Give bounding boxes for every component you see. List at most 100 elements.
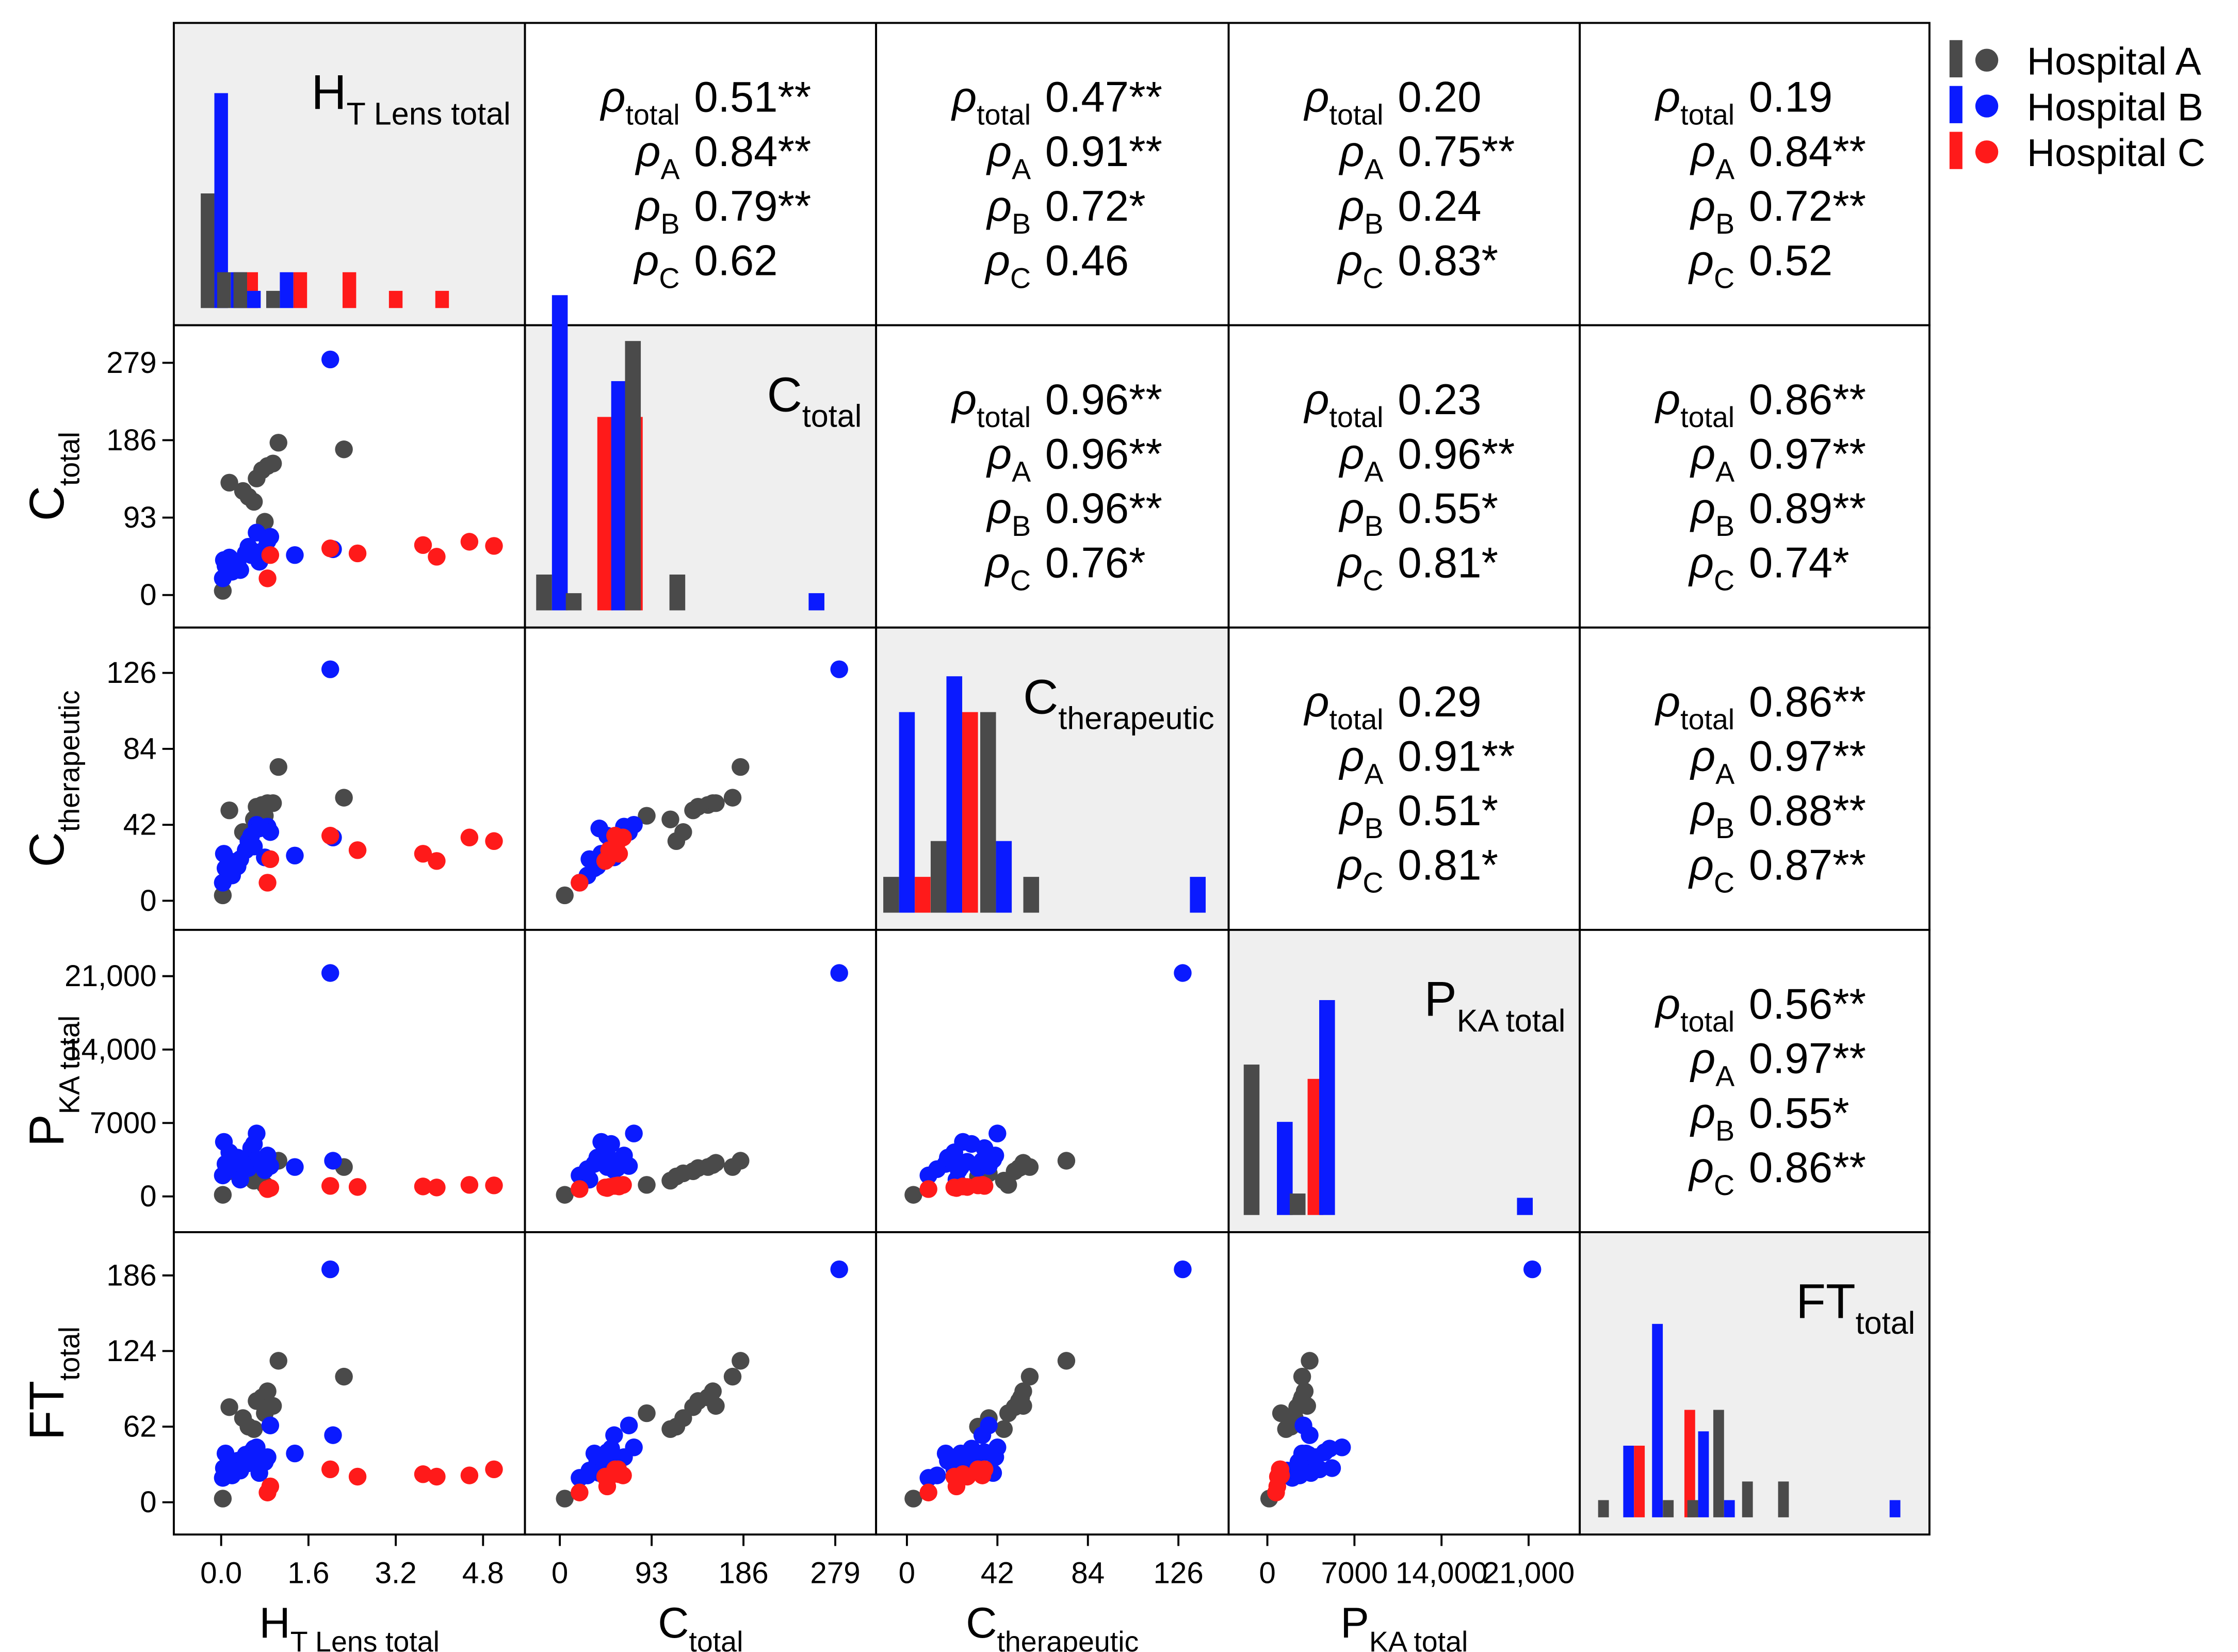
rho-value: 0.96** <box>1398 430 1515 478</box>
rho-symbol: ρ <box>950 73 977 121</box>
scatter-point-C <box>969 1460 987 1479</box>
scatter-point-C <box>485 537 503 555</box>
rho-symbol: ρ <box>984 539 1010 587</box>
scatter-point-C <box>460 1466 479 1484</box>
x-tick-label: 93 <box>635 1557 669 1590</box>
y-tick-label: 0 <box>140 578 156 612</box>
scatter-point-C <box>414 845 432 863</box>
scatter-point-C <box>261 850 280 869</box>
diagonal-label-pka: PKA total <box>1424 972 1566 1038</box>
rho-subscript: B <box>1364 208 1383 240</box>
scatter-point-B <box>286 1444 304 1463</box>
x-tick-label: 4.8 <box>462 1557 504 1590</box>
scatter-point-C <box>596 852 614 870</box>
rho-subscript: B <box>1364 510 1383 542</box>
x-axis-title-cth: Ctherapeutic <box>966 1599 1139 1652</box>
rho-subscript: total <box>1329 704 1384 735</box>
y-axis-title-pka: PKA total <box>20 1016 85 1147</box>
histogram-bar-A-ct <box>669 574 686 611</box>
scatter-point-C <box>321 1460 339 1479</box>
rho-subscript: total <box>1329 99 1384 131</box>
rho-label: ρB <box>985 182 1031 240</box>
rho-subscript: total <box>626 99 680 131</box>
scatter-point-A <box>556 1186 574 1204</box>
rho-symbol: ρ <box>633 236 659 284</box>
rho-label: ρC <box>1688 841 1734 899</box>
scatter-point-A <box>723 1367 742 1386</box>
rho-label: ρB <box>1338 787 1384 844</box>
cell-frame <box>1227 22 1581 326</box>
scatter-point-B <box>231 561 249 579</box>
x-axis-title-ht-sub: T Lens total <box>290 1626 440 1652</box>
rho-symbol: ρ <box>635 182 661 230</box>
scatter-point-B <box>1523 1260 1542 1279</box>
rho-subscript: total <box>1680 99 1734 131</box>
x-tick-label: 0 <box>552 1557 568 1590</box>
x-tick-label: 42 <box>981 1557 1014 1590</box>
scatter-point-B <box>1301 1426 1319 1444</box>
rho-label: ρC <box>1688 1143 1734 1201</box>
scatter-point-C <box>414 536 432 554</box>
cell-2-4 <box>1579 626 1931 931</box>
rho-value: 0.24 <box>1398 182 1481 230</box>
rho-subscript: B <box>1364 812 1383 844</box>
y-axis-title-pka-sub: KA total <box>53 1016 85 1114</box>
rho-subscript: total <box>1680 1006 1734 1038</box>
rho-value: 0.20 <box>1398 73 1481 121</box>
scatter-point-C <box>428 852 446 870</box>
diagonal-label-cth-sub: therapeutic <box>1058 701 1214 736</box>
x-tick-label: 3.2 <box>375 1557 417 1590</box>
rho-label: ρA <box>1338 127 1384 185</box>
rho-symbol: ρ <box>1689 127 1715 175</box>
scatter-point-C <box>261 1179 280 1197</box>
histogram-bar-A-ft <box>1742 1481 1753 1517</box>
rho-label: ρA <box>1689 732 1734 790</box>
rho-label: ρC <box>1337 841 1384 899</box>
histogram-bar-B-ct <box>808 593 824 611</box>
rho-subscript: C <box>1363 262 1383 294</box>
rho-subscript: total <box>1329 401 1384 433</box>
y-tick-label: 14,000 <box>64 1033 156 1066</box>
y-axis-title-ct-main: C <box>20 486 74 521</box>
scatter-point-B <box>324 1152 342 1170</box>
histogram-bar-A-ft <box>1663 1500 1674 1517</box>
scatter-point-B <box>286 1158 304 1176</box>
x-tick-label: 14,000 <box>1396 1557 1487 1590</box>
scatter-point-A <box>1014 1397 1032 1415</box>
scatter-point-A <box>707 1154 725 1172</box>
scatter-point-A <box>220 801 238 820</box>
scatter-point-C <box>460 533 479 551</box>
scatter-point-B <box>605 1426 623 1444</box>
rho-label: ρtotal <box>950 375 1031 433</box>
histogram-bar-B-ht <box>280 272 294 308</box>
rho-label: ρtotal <box>1654 375 1734 433</box>
x-tick-label: 186 <box>718 1557 768 1590</box>
scatter-point-C <box>428 1179 446 1197</box>
histogram-bar-C-ft <box>1634 1445 1645 1517</box>
scatter-point-A <box>269 434 287 452</box>
y-axis-title-cth: Ctherapeutic <box>20 690 85 867</box>
histogram-bar-B-cth <box>1190 877 1206 913</box>
axis-labels: 0.0 1.6 3.2 4.8 HT Lens total 0 93 186 279 Ctotal… <box>20 346 1575 1652</box>
rho-subscript: B <box>1012 510 1031 542</box>
rho-symbol: ρ <box>985 127 1012 175</box>
rho-subscript: total <box>1680 401 1734 433</box>
y-tick-label: 124 <box>106 1334 156 1368</box>
rho-value: 0.46 <box>1045 236 1129 284</box>
histogram-pka: PKA total <box>1243 972 1566 1215</box>
scatter-point-A <box>1272 1404 1290 1422</box>
diagonal-label-ht-sub: T Lens total <box>347 96 511 131</box>
scatter-pka-vs-ht <box>214 964 503 1204</box>
y-tick-label: 0 <box>140 884 156 918</box>
scatter-cth-vs-ht <box>214 660 503 905</box>
diagonal-label-ct-sub: total <box>802 399 862 434</box>
rho-label: ρtotal <box>1654 980 1734 1038</box>
scatter-point-C <box>321 827 339 845</box>
rho-subscript: A <box>1012 153 1031 185</box>
scatter-point-A <box>1301 1352 1319 1370</box>
scatter-point-B <box>988 1124 1007 1142</box>
x-axis-title-ct-sub: total <box>689 1626 743 1652</box>
cell-3-2 <box>875 928 1230 1233</box>
